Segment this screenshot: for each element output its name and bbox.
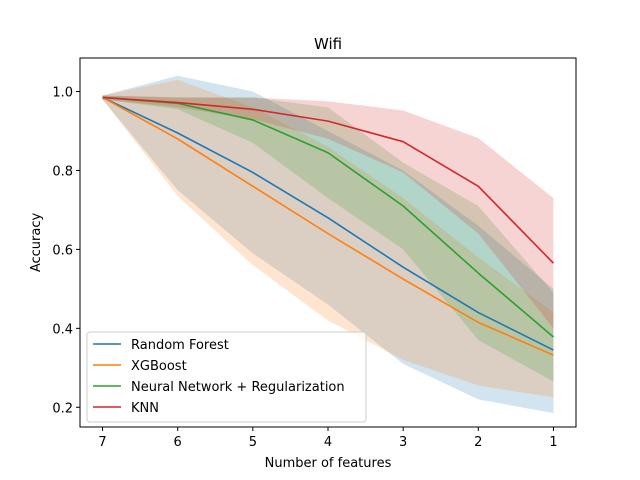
y-tick-label: 0.6 xyxy=(52,243,73,258)
y-axis: 0.2 0.4 0.6 0.8 1.0 xyxy=(52,86,80,416)
y-tick-label: 1.0 xyxy=(52,86,73,101)
x-tick-label: 6 xyxy=(174,435,182,450)
x-axis: 7 6 5 4 3 2 1 xyxy=(98,427,558,450)
x-tick-label: 7 xyxy=(98,435,106,450)
random-forest-line xyxy=(102,96,554,351)
x-tick-label: 1 xyxy=(549,435,557,450)
chart-title: Wifi xyxy=(314,35,342,53)
x-tick-label: 2 xyxy=(474,435,482,450)
xgboost-line xyxy=(102,96,554,356)
y-tick-label: 0.8 xyxy=(52,164,73,179)
random-forest-legend-label: Random Forest xyxy=(131,338,229,353)
y-axis-label: Accuracy xyxy=(29,213,44,273)
x-tick-label: 4 xyxy=(324,435,332,450)
x-axis-label: Number of features xyxy=(265,456,392,471)
series-lines xyxy=(102,96,555,356)
legend: Random Forest XGBoost Neural Network + Reg… xyxy=(86,331,367,423)
y-tick-label: 0.4 xyxy=(52,322,73,337)
x-tick-label: 5 xyxy=(249,435,257,450)
xgboost-legend-label: XGBoost xyxy=(131,359,187,374)
knn-line xyxy=(102,96,555,264)
x-tick-label: 3 xyxy=(399,435,407,450)
knn-legend-label: KNN xyxy=(131,401,159,416)
random-forest-band xyxy=(102,75,554,414)
knn-band xyxy=(102,95,554,329)
y-tick-label: 0.2 xyxy=(52,401,73,416)
xgboost-band xyxy=(102,79,554,398)
legend-box xyxy=(86,331,367,423)
neural-network-regularization-legend-label: Neural Network + Regularization xyxy=(131,380,345,395)
